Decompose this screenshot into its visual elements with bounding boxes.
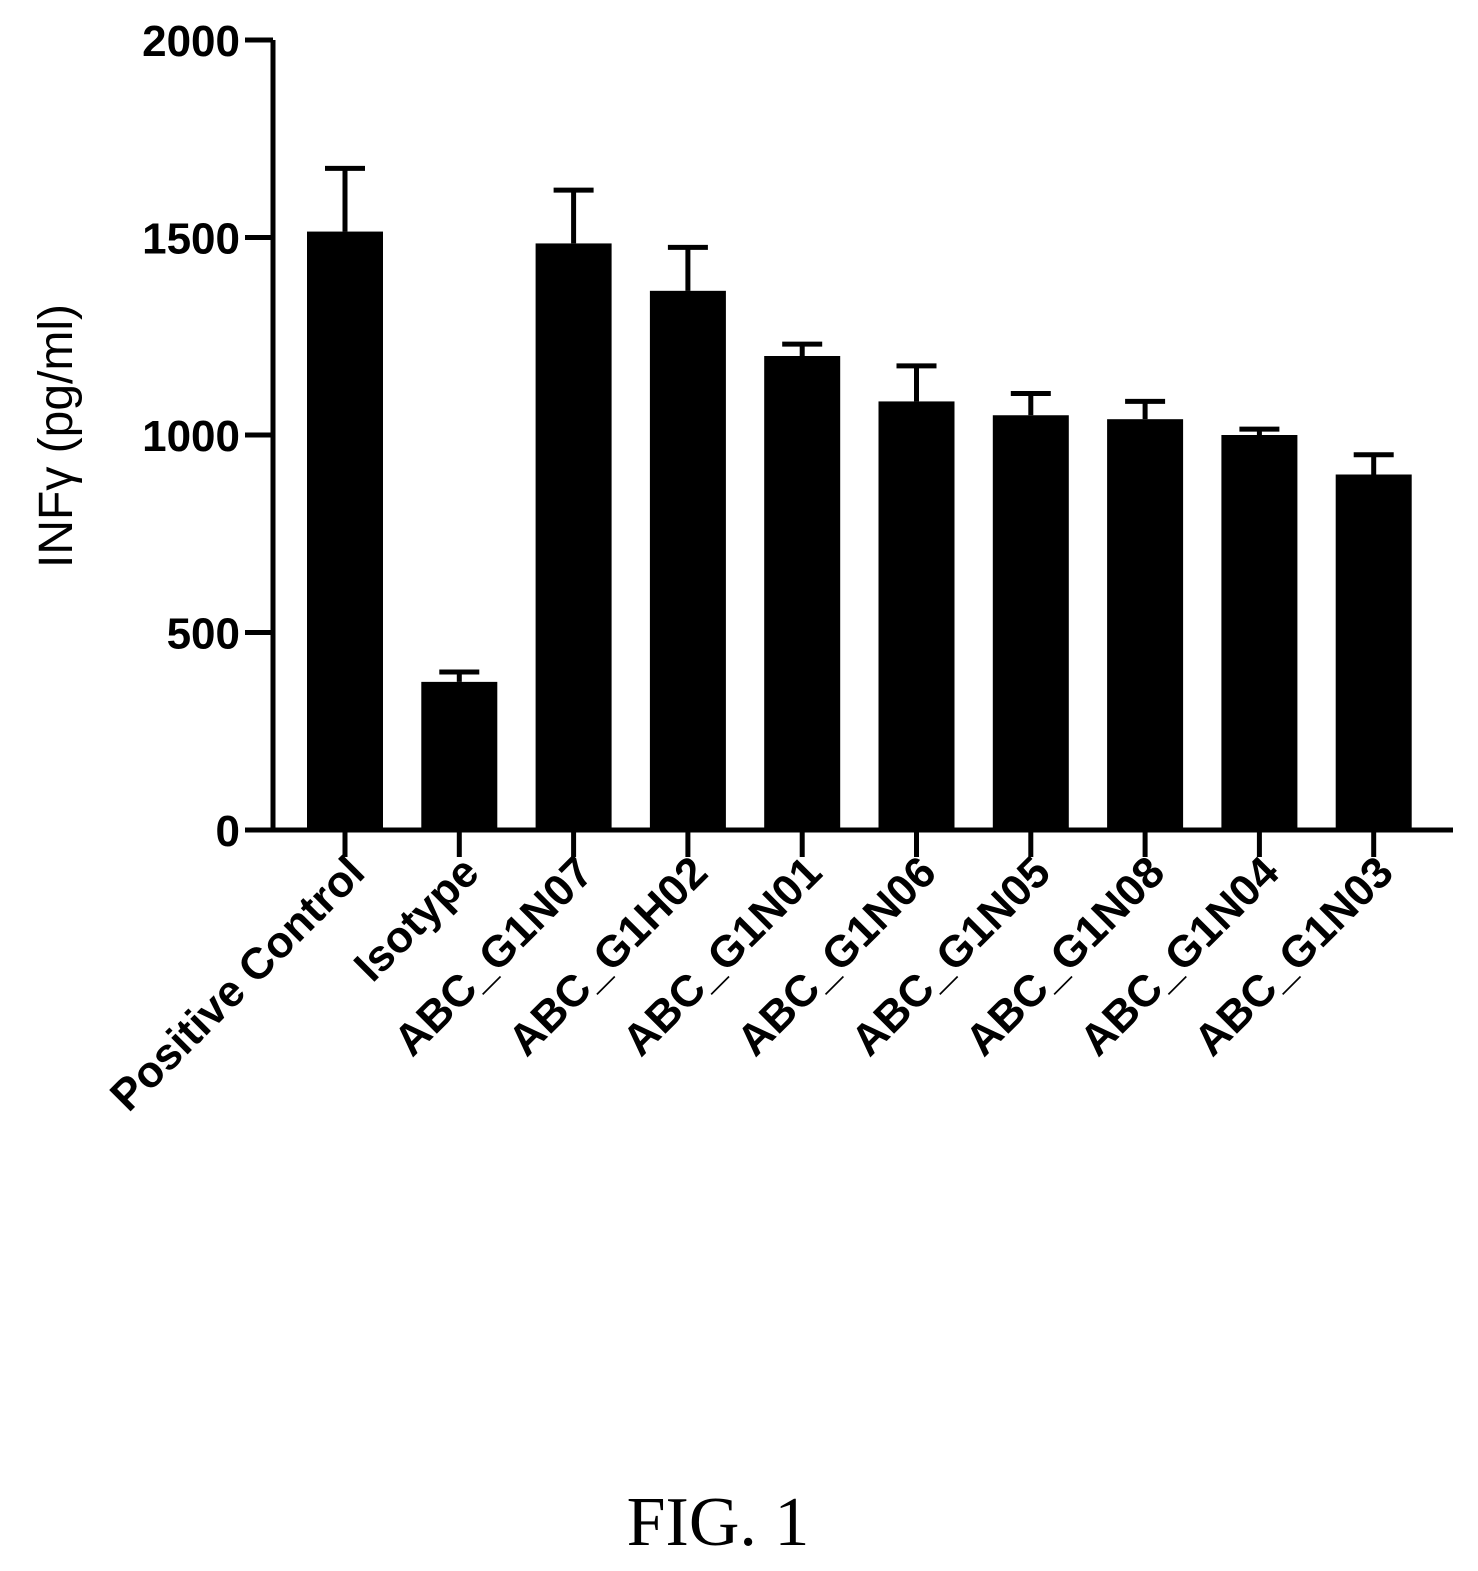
bar-abc-g1h02: [649, 290, 726, 830]
x-tick-label-abc-g1n05: ABC_G1N05: [842, 847, 1060, 1065]
bars-group: [307, 231, 1412, 831]
x-tick-label-abc-g1n01: ABC_G1N01: [613, 847, 831, 1065]
bar-positive-control: [307, 231, 383, 830]
x-tick-label-abc-g1n08: ABC_G1N08: [956, 847, 1174, 1065]
error-bars-group: [325, 165, 1394, 682]
x-tick-label-abc-g1h02: ABC_G1H02: [499, 847, 717, 1065]
y-tick-label-1500: 1500: [142, 215, 240, 264]
y-tick-label-0: 0: [216, 807, 240, 856]
x-tick-label-abc-g1n04: ABC_G1N04: [1071, 847, 1289, 1065]
x-tick-label-abc-g1n03: ABC_G1N03: [1185, 847, 1403, 1065]
bar-abc-g1n04: [1221, 435, 1298, 830]
bar-isotype: [421, 681, 498, 830]
bar-abc-g1n06: [878, 401, 955, 830]
bar-abc-g1n08: [1107, 419, 1184, 830]
bar-abc-g1n07: [535, 243, 612, 831]
y-tick-label-2000: 2000: [142, 17, 240, 66]
figure-caption: FIG. 1: [627, 1484, 810, 1561]
x-tick-label-abc-g1n06: ABC_G1N06: [728, 847, 946, 1065]
bar-abc-g1n01: [764, 356, 841, 830]
x-tick-label-positive-control: Positive Control: [101, 847, 374, 1120]
y-axis-title: INFγ (pg/ml): [30, 304, 83, 568]
x-tick-label-abc-g1n07: ABC_G1N07: [385, 847, 603, 1065]
y-tick-label-500: 500: [167, 610, 240, 659]
x-ticks-group: Positive ControlIsotypeABC_G1N07ABC_G1H0…: [101, 830, 1403, 1121]
bar-abc-g1n03: [1335, 474, 1412, 830]
y-tick-label-1000: 1000: [142, 412, 240, 461]
y-ticks-group: 0 500 1000 1500 2000: [142, 17, 273, 856]
bar-abc-g1n05: [992, 415, 1069, 830]
